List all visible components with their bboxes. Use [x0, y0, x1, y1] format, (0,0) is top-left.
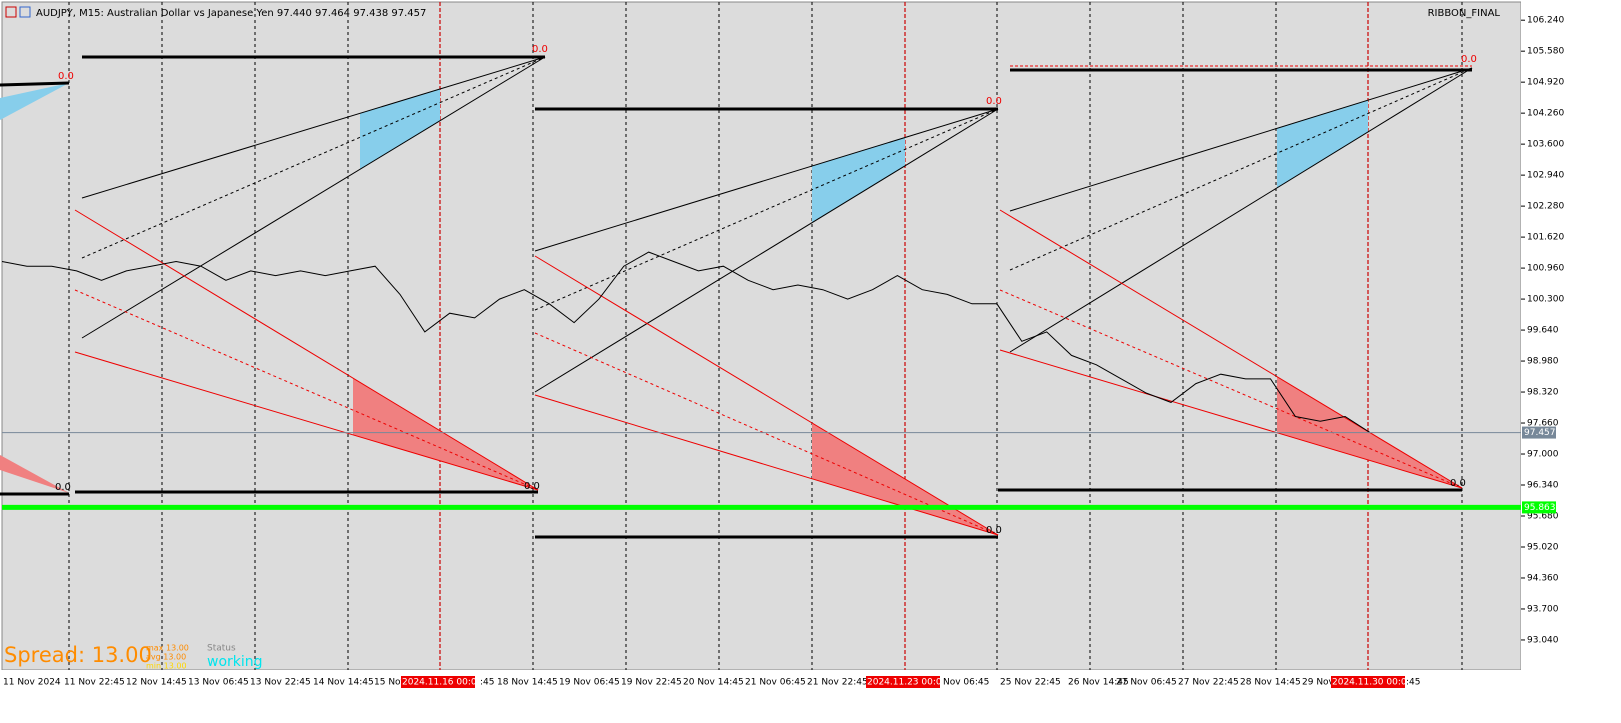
y-tick-label: 104.260 — [1527, 109, 1564, 119]
x-tick-label: 15 Nov — [374, 678, 407, 688]
x-tick-label: :45 — [1406, 678, 1420, 688]
x-tick-label: 29 Nov — [1302, 678, 1335, 688]
status-label: Status — [207, 644, 236, 654]
x-tick-label: 19 Nov 06:45 — [559, 678, 620, 688]
y-tick-label: 96.340 — [1527, 481, 1559, 491]
indicator-name: RIBBON_FINAL — [1428, 8, 1501, 19]
x-tick-label: 14 Nov 14:45 — [313, 678, 374, 688]
y-tick-label: 97.660 — [1527, 419, 1559, 429]
x-tick-label: 11 Nov 22:45 — [64, 678, 125, 688]
x-tick-label: 27 Nov 22:45 — [1178, 678, 1239, 688]
y-tick-label: 99.640 — [1527, 326, 1559, 336]
fan-label: 0.0 — [1461, 54, 1477, 65]
period-label: 2024.11.30 00:00 — [1332, 678, 1413, 688]
fan-label: 0.0 — [986, 96, 1002, 107]
x-tick-label: 21 Nov 06:45 — [745, 678, 806, 688]
y-tick-label: 95.020 — [1527, 542, 1559, 552]
x-tick-label: 12 Nov 14:45 — [126, 678, 187, 688]
x-tick-label: 19 Nov 22:45 — [621, 678, 682, 688]
bid-box — [1522, 426, 1556, 439]
y-tick-label: 102.940 — [1527, 171, 1564, 181]
y-tick-label: 93.700 — [1527, 604, 1559, 614]
date-highlight — [401, 676, 475, 688]
y-tick-label: 102.280 — [1527, 202, 1564, 212]
date-highlight — [866, 676, 940, 688]
fan-label: 0.0 — [58, 71, 74, 82]
level-box — [1522, 501, 1556, 514]
x-tick-label: 20 Nov 14:45 — [683, 678, 744, 688]
x-tick-label: 18 Nov 14:45 — [497, 678, 558, 688]
y-tick-label: 100.960 — [1527, 264, 1564, 274]
icon — [5, 6, 17, 18]
x-tick-label: Nov 06:45 — [943, 678, 989, 688]
y-tick-label: 104.920 — [1527, 78, 1564, 88]
y-tick-label: 100.300 — [1527, 295, 1564, 305]
y-tick-label: 106.240 — [1527, 16, 1564, 26]
bid-label: 97.457 — [1524, 428, 1556, 438]
spread-avg: avg 13.00 — [146, 653, 186, 662]
y-tick-label: 93.040 — [1527, 635, 1559, 645]
period-label: 2024.11.23 00:00 — [867, 678, 948, 688]
fan-labels: 0.0 0.0 0.0 0.0 0.0 0.0 0.0 0.0 — [55, 44, 1477, 536]
level-label: 95.863 — [1524, 503, 1556, 513]
fan-label: 0.0 — [55, 482, 71, 493]
x-tick-label: 13 Nov 22:45 — [250, 678, 311, 688]
fan-label: 0.0 — [532, 44, 548, 55]
x-tick-label: :45 — [480, 678, 494, 688]
plot-area — [1, 1, 1522, 671]
x-tick-label: 26 Nov 14:45 — [1068, 678, 1129, 688]
time-axis — [0, 670, 1521, 719]
x-tick-label: 27 Nov 06:45 — [1116, 678, 1177, 688]
x-tick-label: 11 Nov 2024 — [3, 678, 61, 688]
date-highlight — [1331, 676, 1405, 688]
spread-min: min 13.00 — [146, 662, 187, 671]
icon — [19, 6, 31, 18]
x-tick-label: 13 Nov 06:45 — [188, 678, 249, 688]
x-tick-label: 25 Nov 22:45 — [1000, 678, 1061, 688]
y-tick-label: 95.680 — [1527, 511, 1559, 521]
spread-panel: Spread: 13.00 max 13.00 avg 13.00 min 13… — [4, 643, 263, 671]
spread-max: max 13.00 — [146, 644, 189, 653]
spread: Spread: 13.00 — [4, 643, 152, 667]
price-axis — [1521, 0, 1621, 719]
price-line — [1, 251, 1371, 434]
period-label: 2024.11.16 00:00 — [402, 678, 483, 688]
symbol-info: AUDJPY, M15: Australian Dollar vs Japane… — [36, 8, 426, 19]
x-tick-label: 28 Nov 14:45 — [1240, 678, 1301, 688]
fans — [0, 55, 1473, 539]
y-tick-label: 101.620 — [1527, 233, 1564, 243]
y-tick-label: 103.600 — [1527, 140, 1564, 150]
fan-label: 0.0 — [986, 525, 1002, 536]
x-tick-label: 21 Nov 22:45 — [807, 678, 868, 688]
fan-label: 0.0 — [1450, 478, 1466, 489]
y-tick-label: 105.580 — [1527, 47, 1564, 57]
fan-label: 0.0 — [524, 481, 540, 492]
y-tick-label: 98.980 — [1527, 357, 1559, 367]
y-tick-label: 98.320 — [1527, 388, 1559, 398]
y-tick-label: 97.000 — [1527, 450, 1559, 460]
y-tick-label: 94.360 — [1527, 573, 1559, 583]
status: working — [207, 654, 263, 670]
